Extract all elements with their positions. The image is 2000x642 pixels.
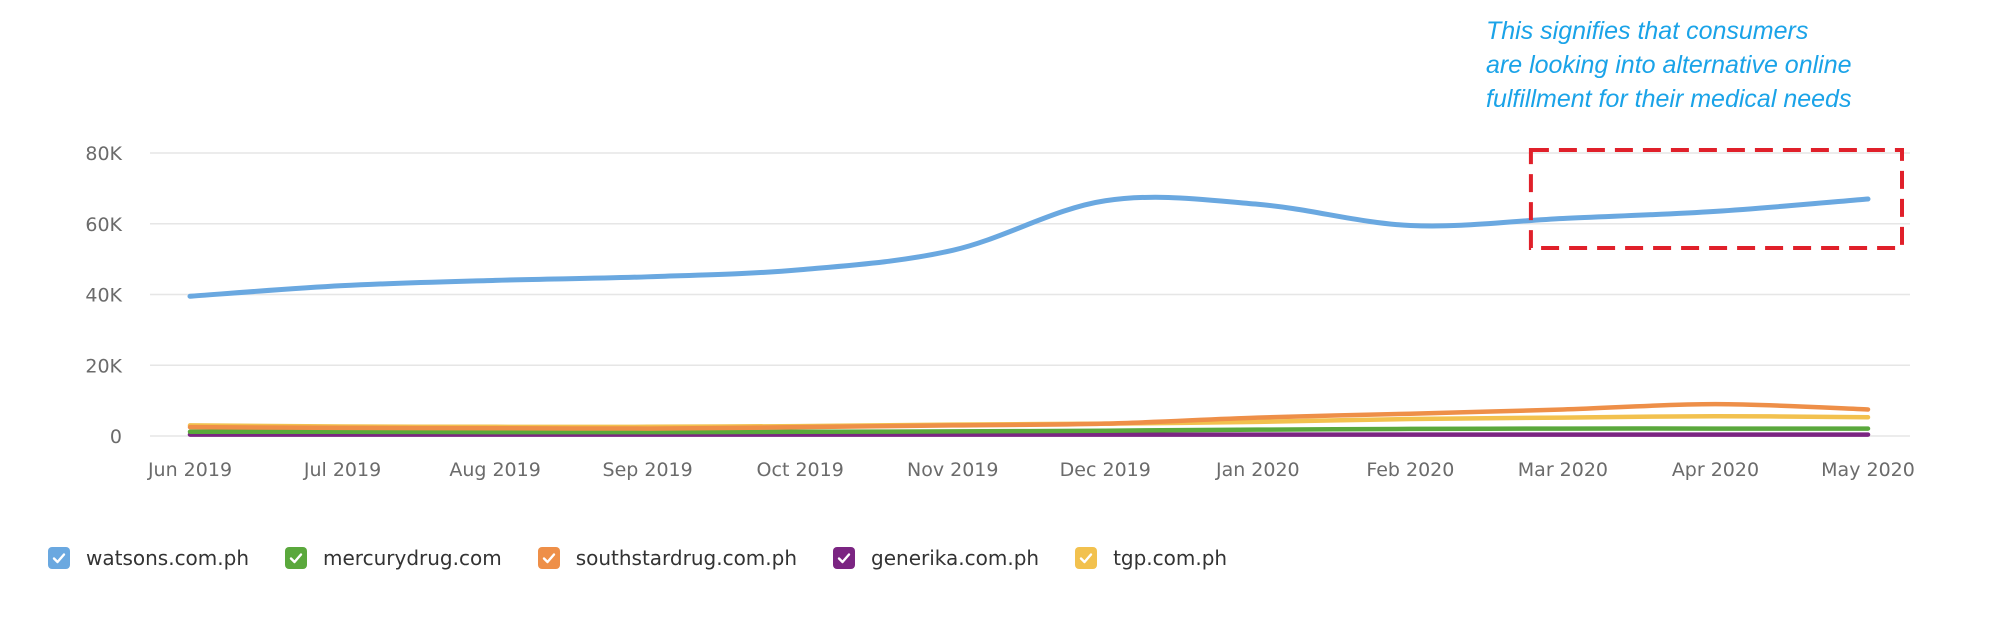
legend-label: mercurydrug.com [323,546,502,570]
x-tick-label: May 2020 [1821,459,1915,481]
x-tick-label: Jul 2019 [303,459,381,481]
series-line-southstardrug-com-ph [187,401,1871,431]
x-tick-label: Dec 2019 [1060,459,1151,481]
series-line-watsons-com-ph [187,194,1871,299]
x-tick-label: Apr 2020 [1672,459,1759,481]
checkbox-checked-icon[interactable] [48,547,70,569]
checkbox-checked-icon[interactable] [285,547,308,569]
x-tick-label: Oct 2019 [757,459,844,481]
series-line-mercurydrug-com [187,426,1871,435]
legend-item-watsons-com-ph[interactable]: watsons.com.ph [48,546,249,570]
grid-lines [150,152,1910,437]
y-tick-label: 0 [110,426,122,448]
x-tick-label: Sep 2019 [603,459,693,481]
legend-label: southstardrug.com.ph [575,546,798,570]
annotation-line-1: This signifies that consumers [1486,17,1809,45]
x-tick-label: Aug 2019 [449,459,541,481]
highlight-dashed-box [1528,148,1904,250]
x-tick-label: Jun 2019 [147,459,232,481]
legend-label: tgp.com.ph [1113,546,1228,570]
series-lines [187,194,1871,437]
legend-item-southstardrug-com-ph[interactable]: southstardrug.com.ph [537,546,798,570]
legend-item-tgp-com-ph[interactable]: tgp.com.ph [1075,546,1227,570]
legend-item-generika-com-ph[interactable]: generika.com.ph [833,546,1039,570]
x-tick-label: Nov 2019 [907,459,998,481]
checkbox-checked-icon[interactable] [833,547,856,569]
x-tick-label: Feb 2020 [1366,459,1454,481]
y-tick-label: 20K [85,355,122,377]
legend-item-mercurydrug-com[interactable]: mercurydrug.com [285,546,502,570]
annotation-line-2: are looking into alternative online [1486,51,1852,79]
legend-label: generika.com.ph [871,546,1040,570]
legend-label: watsons.com.ph [86,546,250,570]
legend: watsons.com.ph mercurydrug.com southstardr… [48,546,1263,570]
x-tick-label: Mar 2020 [1518,459,1608,481]
checkbox-checked-icon[interactable] [537,547,560,569]
y-axis-ticks: 0 20K 40K 60K 80K [85,143,122,448]
annotation-line-3: fulfillment for their medical needs [1486,85,1852,113]
y-tick-label: 80K [85,143,122,165]
x-tick-label: Jan 2020 [1215,459,1300,481]
annotation-text: This signifies that consumers are lookin… [1486,14,1966,116]
checkbox-checked-icon[interactable] [1075,547,1098,569]
y-tick-label: 60K [85,214,122,236]
x-axis-ticks: Jun 2019 Jul 2019 Aug 2019 Sep 2019 Oct 2019… [147,459,1915,481]
y-tick-label: 40K [85,285,122,307]
